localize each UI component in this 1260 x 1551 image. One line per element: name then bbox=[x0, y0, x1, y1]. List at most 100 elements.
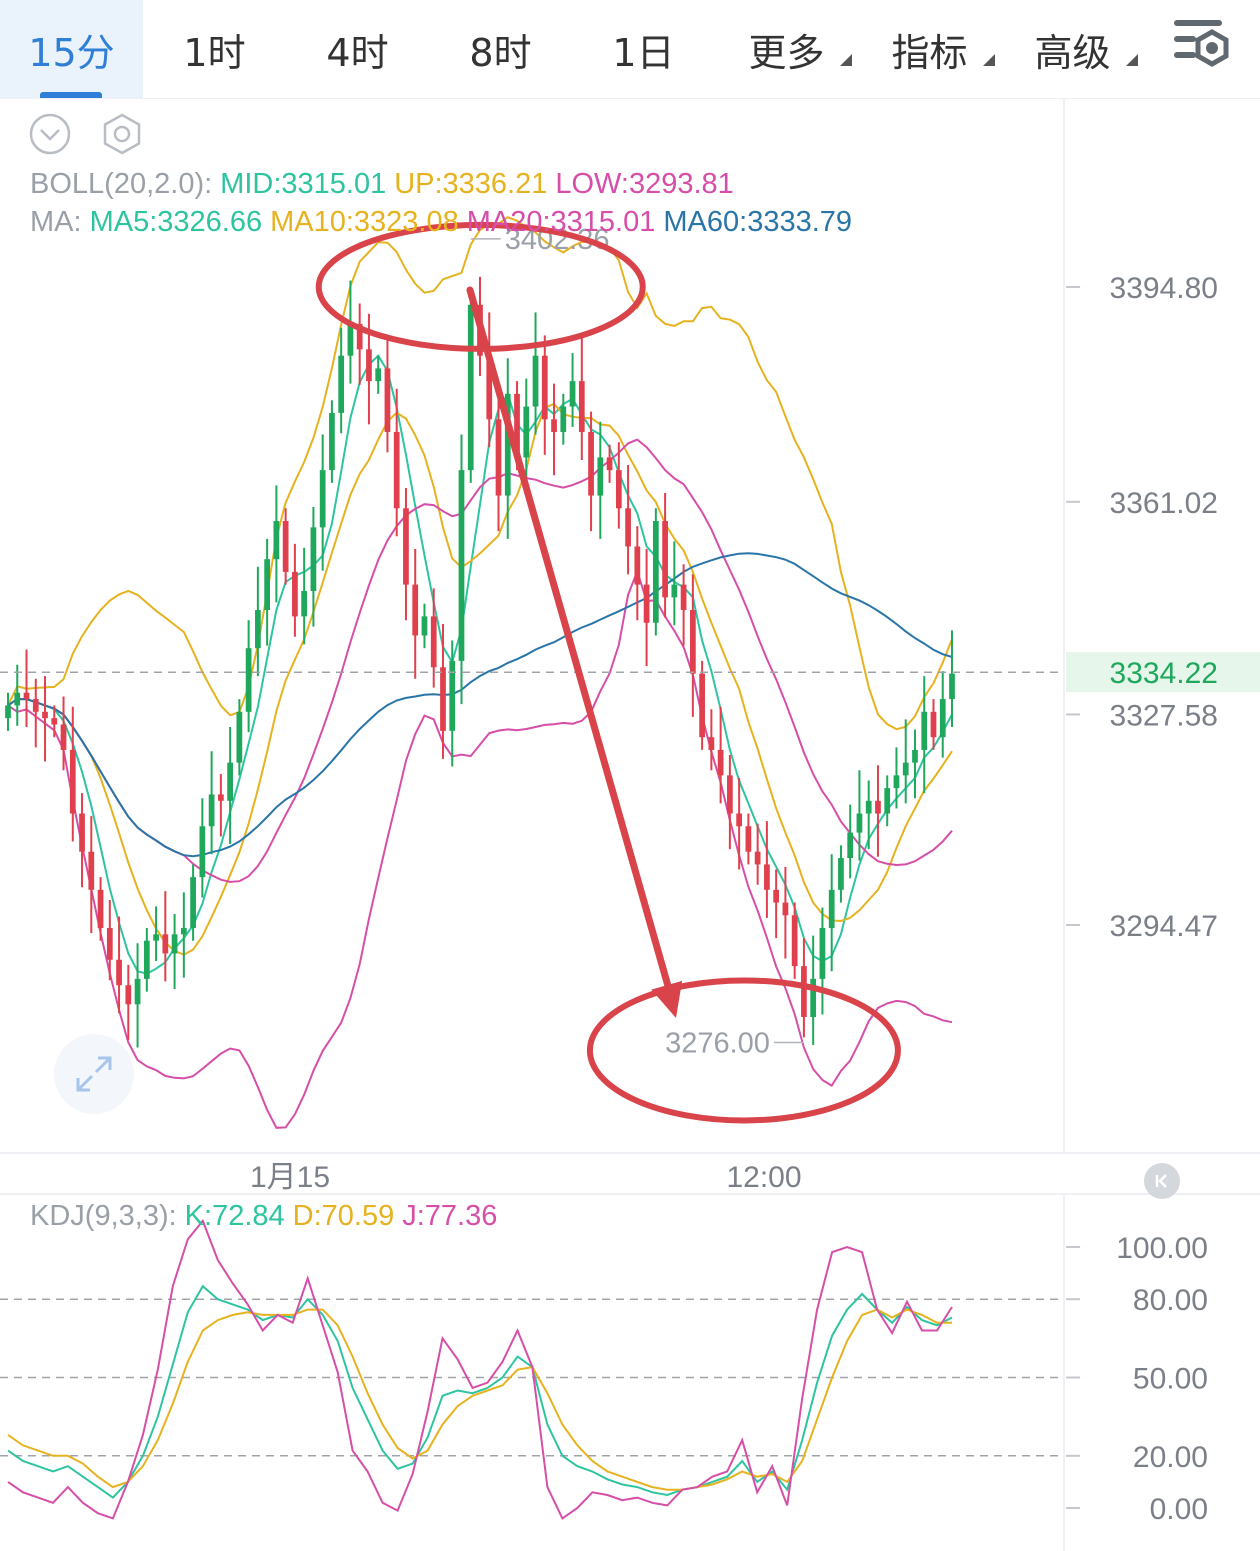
candle-body bbox=[625, 508, 631, 547]
candle-body bbox=[504, 393, 511, 496]
low-marker-label: 3276.00 bbox=[665, 1027, 770, 1059]
candle bbox=[551, 383, 557, 476]
kdj-legend: KDJ(9,3,3): K:72.84 D:70.59 J:77.36 bbox=[30, 1200, 505, 1233]
timeframe-tab-bar: 15分 1时 4时 8时 1日 更多 指标 高级 bbox=[0, 0, 1260, 99]
tab-advanced[interactable]: 高级 bbox=[1001, 0, 1144, 98]
candle bbox=[356, 303, 363, 385]
candle bbox=[116, 916, 122, 1014]
candle-body bbox=[79, 813, 85, 852]
candle bbox=[310, 507, 317, 627]
tab-1hour[interactable]: 1时 bbox=[143, 0, 286, 98]
candle-body bbox=[495, 419, 502, 496]
candle bbox=[171, 913, 178, 990]
kdj-k-line bbox=[7, 1284, 953, 1499]
candle bbox=[504, 358, 511, 539]
candle-body bbox=[347, 323, 354, 356]
candle-body bbox=[486, 355, 493, 420]
tab-more[interactable]: 更多 bbox=[715, 0, 858, 98]
candle-body bbox=[282, 521, 289, 572]
candle-body bbox=[60, 724, 67, 750]
candle bbox=[190, 864, 196, 941]
candle-body bbox=[199, 826, 206, 878]
candle bbox=[736, 777, 743, 870]
candle-body bbox=[745, 826, 752, 852]
candle-body bbox=[532, 355, 539, 407]
candle bbox=[652, 508, 659, 636]
expand-button[interactable] bbox=[54, 1034, 134, 1114]
candle-body bbox=[865, 800, 872, 814]
x-tick-label: 12:00 bbox=[726, 1161, 801, 1194]
candle-body bbox=[153, 934, 159, 941]
dropdown-triangle-icon bbox=[983, 54, 995, 66]
settings-gear-icon[interactable] bbox=[1168, 14, 1234, 80]
tab-15min[interactable]: 15分 bbox=[0, 0, 143, 98]
tab-8hour[interactable]: 8时 bbox=[429, 0, 572, 98]
candle-body bbox=[190, 877, 196, 928]
candle bbox=[495, 398, 502, 532]
ma-legend: MA: MA5:3326.66 MA10:3323.08 MA20:3315.01 MA… bbox=[30, 206, 860, 239]
candle bbox=[430, 588, 437, 688]
candle-body bbox=[754, 851, 761, 865]
candle-body bbox=[430, 616, 437, 668]
kdj-d-line bbox=[7, 1308, 952, 1491]
tab-indicators[interactable]: 指标 bbox=[858, 0, 1001, 98]
boll-legend-label: BOLL(20,2.0): bbox=[30, 168, 213, 200]
candle bbox=[264, 538, 271, 646]
kdj-j-line bbox=[7, 1218, 953, 1520]
tab-1day[interactable]: 1日 bbox=[572, 0, 715, 98]
candle-body bbox=[727, 775, 733, 814]
candle bbox=[745, 813, 752, 865]
collapse-left-button[interactable] bbox=[1144, 1163, 1180, 1199]
candle bbox=[939, 671, 946, 758]
candle bbox=[615, 442, 622, 529]
kdj-k-value: K:72.84 bbox=[184, 1200, 285, 1232]
candle-body bbox=[764, 864, 770, 890]
candle bbox=[708, 709, 715, 771]
boll-lower-line bbox=[7, 568, 953, 1129]
candle bbox=[625, 465, 631, 575]
kdj-y-tick-label: 0.00 bbox=[1150, 1493, 1208, 1526]
candle bbox=[245, 620, 252, 733]
candle-body bbox=[699, 673, 705, 738]
candle-body bbox=[606, 457, 613, 471]
candle bbox=[902, 719, 909, 804]
candle-body bbox=[338, 355, 345, 413]
candle-body bbox=[560, 406, 567, 432]
candle-body bbox=[782, 902, 789, 916]
candle-body bbox=[847, 832, 854, 859]
hexagon-settings-icon[interactable] bbox=[100, 112, 144, 156]
candle bbox=[689, 574, 696, 717]
candle-body bbox=[551, 419, 557, 432]
candle bbox=[791, 902, 798, 979]
candle bbox=[930, 699, 937, 750]
candle bbox=[754, 823, 761, 885]
candle bbox=[838, 845, 844, 903]
chart-tool-icons bbox=[28, 112, 144, 156]
candle-body bbox=[329, 412, 335, 471]
candle bbox=[273, 485, 280, 603]
candle-body bbox=[791, 915, 798, 967]
current-price-badge bbox=[1066, 652, 1260, 693]
candle-body bbox=[106, 927, 113, 960]
candle bbox=[884, 775, 891, 827]
y-tick-label: 3294.47 bbox=[1110, 910, 1218, 943]
candle bbox=[375, 355, 382, 394]
chevron-down-circle-icon[interactable] bbox=[28, 112, 72, 156]
candle bbox=[662, 493, 668, 618]
candle-body bbox=[310, 527, 317, 591]
annotation-ellipse-high bbox=[315, 221, 646, 352]
ma60-value: MA60:3333.79 bbox=[663, 206, 853, 238]
candle bbox=[5, 692, 11, 731]
ma5-line bbox=[7, 354, 953, 975]
candle bbox=[106, 900, 113, 981]
candle-body bbox=[180, 927, 187, 935]
price-axis: 3394.80 3361.02 3327.58 3294.47 3334.22 1月15 1… bbox=[0, 272, 1260, 1194]
candle bbox=[680, 564, 687, 646]
candle bbox=[597, 421, 604, 539]
x-tick-label: 1月15 bbox=[250, 1161, 330, 1194]
tab-4hour[interactable]: 4时 bbox=[286, 0, 429, 98]
ma10-value: MA10:3323.08 bbox=[270, 206, 459, 238]
candle bbox=[338, 327, 345, 434]
